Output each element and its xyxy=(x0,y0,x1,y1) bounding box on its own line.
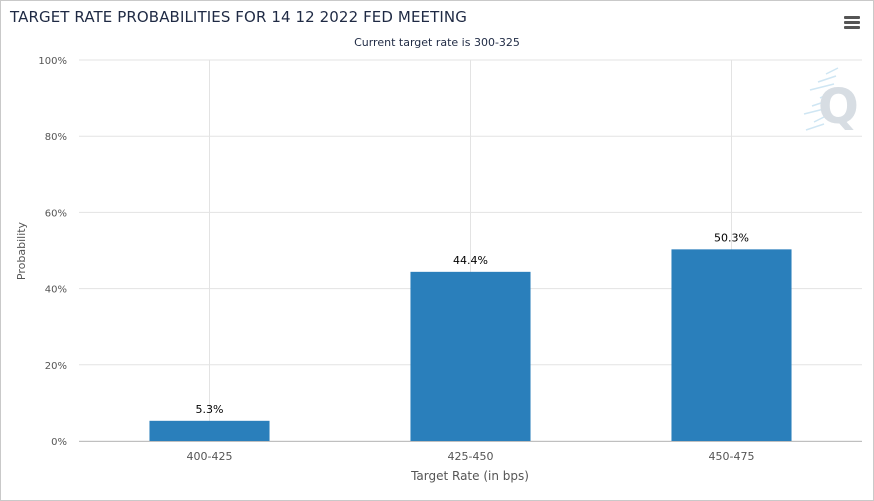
bar-400-425[interactable] xyxy=(149,420,270,441)
y-tick-label: 40% xyxy=(45,285,67,296)
y-tick-label: 80% xyxy=(45,132,67,143)
cme-fedwatch-q-logo-icon: Q xyxy=(803,67,859,135)
y-tick-label: 60% xyxy=(45,208,67,219)
y-axis-title: Probability xyxy=(15,221,28,280)
watermark-letter: Q xyxy=(818,79,859,135)
watermark-stroke xyxy=(811,99,831,107)
watermark-stroke xyxy=(825,67,839,75)
bar-450-475[interactable] xyxy=(671,249,792,441)
watermark-stroke xyxy=(817,75,837,83)
watermark-stroke xyxy=(805,123,825,131)
watermark-stroke xyxy=(809,83,835,91)
y-tick-label: 100% xyxy=(38,56,67,67)
bar-data-label: 5.3% xyxy=(196,403,224,416)
bar-data-label: 44.4% xyxy=(453,254,488,267)
y-tick-label: 0% xyxy=(51,437,67,448)
y-axis-ticks: 0% 20% 40% 60% 80% 100% xyxy=(38,56,67,448)
data-labels: 5.3% 44.4% 50.3% xyxy=(196,231,749,415)
watermark-stroke xyxy=(803,107,829,115)
x-tick-label: 400-425 xyxy=(187,450,233,463)
bar-425-450[interactable] xyxy=(410,271,531,441)
x-axis-title: Target Rate (in bps) xyxy=(410,469,529,483)
x-tick-label: 450-475 xyxy=(709,450,755,463)
chart-subtitle: Current target rate is 300-325 xyxy=(354,36,520,49)
watermark-stroke xyxy=(819,91,833,99)
watermark-stroke xyxy=(813,115,827,123)
chart-title: TARGET RATE PROBABILITIES FOR 14 12 2022… xyxy=(10,8,467,26)
bar-data-label: 50.3% xyxy=(714,231,749,244)
bars xyxy=(149,249,792,441)
x-axis-ticks: 400-425 425-450 450-475 xyxy=(187,450,755,463)
x-tick-label: 425-450 xyxy=(448,450,494,463)
hamburger-menu-icon[interactable] xyxy=(842,14,862,32)
y-tick-label: 20% xyxy=(45,361,67,372)
